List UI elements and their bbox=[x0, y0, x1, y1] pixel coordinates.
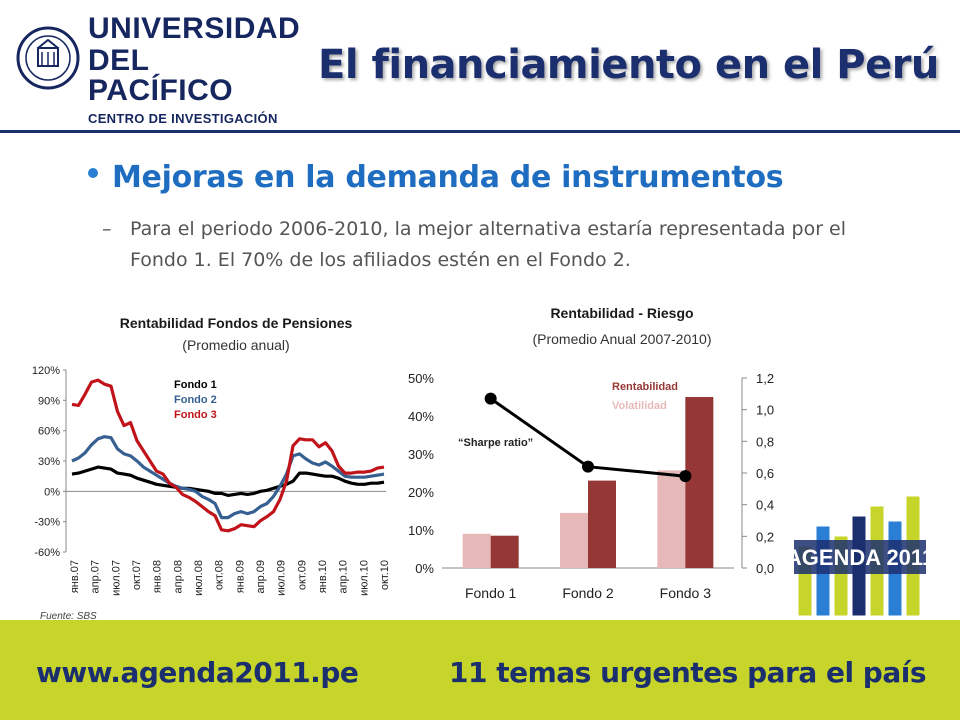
chart1-ytick-label: 120% bbox=[32, 365, 60, 377]
chart1-xtick-label: июл.10 bbox=[358, 560, 370, 596]
chart1-legend-entry: Fondo 2 bbox=[174, 394, 217, 406]
chart2-category-label: Fondo 2 bbox=[562, 585, 614, 601]
chart2-bar-volatilidad bbox=[462, 533, 491, 568]
chart1-xtick-label: янв.09 bbox=[234, 560, 246, 593]
chart2-category-label: Fondo 3 bbox=[660, 585, 712, 601]
chart1-xtick-label: июл.09 bbox=[276, 560, 288, 596]
chart2-subtitle: (Promedio Anual 2007-2010) bbox=[532, 331, 711, 347]
chart2-bar-rentabilidad bbox=[490, 535, 519, 568]
badge-text: AGENDA 2011 bbox=[790, 545, 930, 570]
chart1-ytick-label: 0% bbox=[44, 486, 60, 498]
bullet-point: Mejoras en la demanda de instrumentos bbox=[88, 160, 912, 195]
chart1-title: Rentabilidad Fondos de Pensiones bbox=[120, 315, 353, 331]
chart2-bar-volatilidad bbox=[560, 512, 588, 568]
chart1-xtick-label: апр.08 bbox=[172, 560, 184, 593]
chart2-sharpe-point bbox=[582, 460, 594, 473]
header-divider bbox=[0, 130, 960, 133]
chart2-right-ytick-label: 0,8 bbox=[756, 434, 774, 449]
logo-wordmark: UNIVERSIDAD DEL PACÍFICO CENTRO DE INVES… bbox=[88, 12, 301, 126]
chart2-right-ytick-label: 1,0 bbox=[756, 403, 774, 418]
chart1-series-line-1 bbox=[71, 465, 385, 497]
footer-tagline: 11 temas urgentes para el país bbox=[449, 656, 927, 689]
chart1-ytick-label: 30% bbox=[38, 456, 60, 468]
bullet-heading: Mejoras en la demanda de instrumentos bbox=[112, 160, 784, 195]
slide-header: UNIVERSIDAD DEL PACÍFICO CENTRO DE INVES… bbox=[0, 0, 960, 128]
chart1-series-line-3 bbox=[71, 378, 385, 533]
chart2-bar-rentabilidad bbox=[685, 397, 714, 568]
page-title: El financiamiento en el Perú bbox=[318, 42, 939, 88]
chart2-right-ytick-label: 1,2 bbox=[756, 371, 774, 386]
chart1-xtick-label: окт.08 bbox=[214, 560, 226, 590]
chart2-legend-rentabilidad: Rentabilidad bbox=[612, 381, 678, 393]
bar-chart-risk-return: Rentabilidad - Riesgo (Promedio Anual 20… bbox=[408, 305, 774, 601]
chart1-xtick-label: окт.10 bbox=[379, 560, 391, 590]
sub-bullet-dash: – bbox=[102, 218, 112, 240]
chart2-left-ytick-label: 40% bbox=[408, 409, 434, 424]
university-logo: UNIVERSIDAD DEL PACÍFICO CENTRO DE INVES… bbox=[14, 14, 300, 125]
chart2-bar-volatilidad bbox=[657, 470, 686, 568]
sub-bullet-text: Para el periodo 2006-2010, la mejor alte… bbox=[130, 218, 847, 271]
chart2-category-label: Fondo 1 bbox=[465, 585, 517, 601]
chart2-left-ytick-label: 30% bbox=[408, 447, 434, 462]
chart2-sharpe-annotation: “Sharpe ratio” bbox=[458, 437, 533, 449]
chart1-xtick-label: апр.10 bbox=[338, 560, 350, 593]
chart2-right-ytick-label: 0,0 bbox=[756, 561, 774, 576]
line-chart-fund-returns: Rentabilidad Fondos de Pensiones (Promed… bbox=[32, 315, 391, 596]
footer-url-link[interactable]: www.agenda2011.pe bbox=[36, 656, 359, 689]
chart2-right-ytick-label: 0,4 bbox=[756, 498, 774, 513]
chart1-xtick-label: окт.07 bbox=[131, 560, 143, 590]
chart1-ytick-label: 90% bbox=[38, 395, 60, 407]
chart2-sharpe-point bbox=[679, 470, 692, 483]
bullet-dot-icon bbox=[88, 168, 98, 178]
university-seal-icon bbox=[16, 26, 80, 90]
chart1-xtick-label: янв.08 bbox=[152, 560, 164, 593]
chart2-left-ytick-label: 0% bbox=[415, 561, 434, 576]
chart1-xtick-label: апр.07 bbox=[90, 560, 102, 593]
chart1-ytick-label: -30% bbox=[34, 517, 60, 529]
chart1-legend-entry: Fondo 3 bbox=[174, 409, 217, 421]
chart1-ytick-label: -60% bbox=[34, 547, 60, 559]
chart2-left-ytick-label: 50% bbox=[408, 371, 434, 386]
chart2-right-ytick-label: 0,6 bbox=[756, 466, 774, 481]
footer-band bbox=[0, 620, 960, 720]
chart1-xtick-label: янв.10 bbox=[317, 560, 329, 593]
chart1-series-line-2 bbox=[71, 435, 385, 520]
chart1-xtick-label: апр.09 bbox=[255, 560, 267, 593]
chart2-title: Rentabilidad - Riesgo bbox=[550, 305, 693, 321]
chart2-left-ytick-label: 20% bbox=[408, 485, 434, 500]
chart1-xtick-label: окт.09 bbox=[296, 560, 308, 590]
chart1-xtick-label: июл.07 bbox=[110, 560, 122, 596]
chart1-ytick-label: 60% bbox=[38, 426, 60, 438]
chart1-subtitle: (Promedio anual) bbox=[182, 337, 289, 353]
agenda-2011-badge: AGENDA 2011 bbox=[790, 495, 930, 617]
logo-line1: UNIVERSIDAD bbox=[88, 12, 301, 45]
source-note: Fuente: SBS bbox=[40, 611, 97, 622]
chart2-right-ytick-label: 0,2 bbox=[756, 529, 774, 544]
logo-line3: CENTRO DE INVESTIGACIÓN bbox=[88, 111, 278, 126]
chart2-left-ytick-label: 10% bbox=[408, 523, 434, 538]
chart2-sharpe-point bbox=[484, 392, 497, 405]
chart2-bar-rentabilidad bbox=[588, 480, 616, 568]
logo-line2: DEL PACÍFICO bbox=[88, 44, 234, 107]
chart2-legend-volatilidad: Volatilidad bbox=[612, 400, 667, 412]
chart1-legend-entry: Fondo 1 bbox=[174, 379, 217, 391]
sub-bullet: – Para el periodo 2006-2010, la mejor al… bbox=[102, 214, 890, 276]
chart1-xtick-label: янв.07 bbox=[69, 560, 81, 593]
chart1-xtick-label: июл.08 bbox=[193, 560, 205, 596]
